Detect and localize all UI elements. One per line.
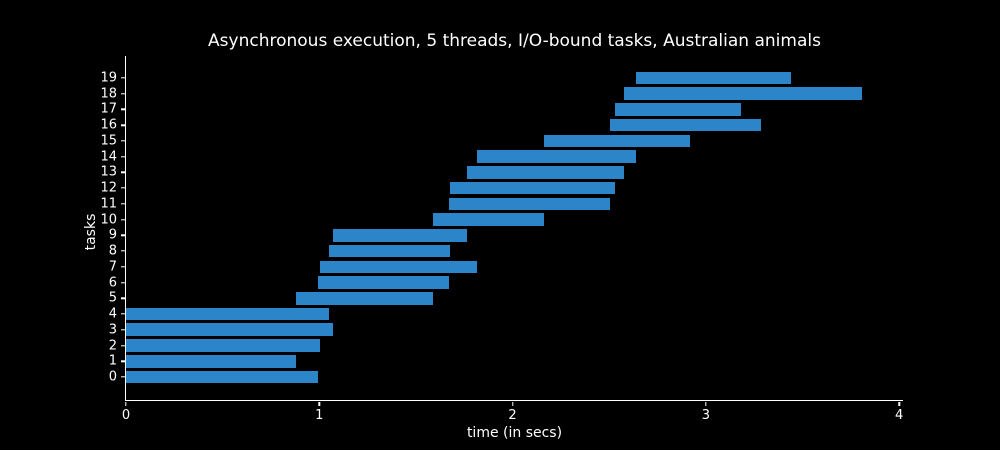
y-tick-mark — [120, 313, 125, 315]
task-bar — [432, 213, 544, 226]
y-tick-mark — [120, 171, 125, 174]
chart-title: Asynchronous execution, 5 threads, I/O-b… — [208, 31, 821, 51]
task-bar — [126, 307, 329, 321]
y-tick-mark — [120, 234, 125, 237]
y-tick-label: 10 — [100, 212, 117, 228]
y-tick-mark — [120, 92, 125, 95]
y-tick-mark — [120, 360, 125, 362]
task-bar — [636, 71, 792, 85]
y-tick-label: 6 — [108, 275, 117, 291]
y-tick-label: 14 — [100, 149, 117, 165]
y-tick-label: 17 — [100, 101, 117, 117]
task-bar — [609, 118, 761, 132]
y-tick-mark — [120, 77, 125, 79]
task-bar — [126, 323, 333, 337]
x-tick-mark — [705, 401, 707, 406]
task-bar — [126, 339, 321, 352]
x-tick-label: 2 — [508, 408, 517, 423]
y-tick-label: 18 — [100, 86, 117, 102]
y-tick-label: 2 — [108, 338, 117, 354]
y-tick-label: 19 — [100, 70, 117, 86]
y-tick-mark — [120, 344, 125, 347]
y-tick-mark — [120, 203, 125, 205]
task-bar — [126, 370, 319, 384]
y-axis-label: tasks — [83, 213, 99, 251]
task-bar — [332, 229, 467, 242]
y-tick-label: 3 — [108, 322, 117, 338]
y-tick-label: 8 — [108, 243, 117, 259]
y-tick-label: 0 — [108, 369, 117, 385]
y-tick-mark — [120, 281, 125, 284]
y-tick-label: 16 — [100, 117, 117, 133]
y-tick-mark — [120, 218, 125, 221]
x-tick-label: 3 — [701, 408, 710, 423]
task-bar — [450, 181, 616, 195]
y-tick-label: 4 — [108, 306, 117, 322]
x-tick-label: 1 — [315, 408, 324, 423]
task-bar — [477, 150, 637, 163]
y-tick-label: 9 — [108, 227, 117, 243]
x-tick-mark — [898, 401, 900, 406]
y-tick-label: 1 — [108, 353, 117, 369]
task-bar — [126, 354, 297, 368]
y-tick-mark — [120, 155, 125, 158]
y-tick-label: 7 — [108, 259, 117, 275]
y-tick-label: 11 — [100, 196, 117, 212]
plot-area: 0 1 2 3 4 5 6 7 8 9 10 11 12 13 14 15 16 17 18 19 0 1 2 3 4 — [100, 56, 903, 423]
y-tick-mark — [120, 376, 125, 378]
task-bar — [466, 166, 625, 179]
task-bar — [296, 291, 433, 305]
y-tick-mark — [120, 297, 125, 299]
x-tick-mark — [125, 401, 127, 406]
y-tick-label: 12 — [100, 180, 117, 196]
task-bar — [624, 87, 863, 100]
x-tick-mark — [318, 401, 320, 406]
task-bar — [615, 103, 742, 116]
x-tick-mark — [511, 401, 514, 406]
y-tick-mark — [120, 250, 125, 252]
y-tick-mark — [120, 140, 125, 142]
x-tick-label: 0 — [121, 408, 131, 423]
x-axis-label: time (in secs) — [466, 425, 563, 441]
task-bar — [320, 260, 478, 274]
y-tick-mark — [120, 124, 125, 126]
x-tick-label: 4 — [894, 408, 904, 423]
y-tick-label: 13 — [100, 164, 117, 180]
y-tick-mark — [120, 329, 125, 331]
y-tick-mark — [120, 266, 125, 268]
task-bar — [448, 197, 610, 211]
y-tick-label: 15 — [100, 133, 117, 149]
task-bar — [543, 134, 690, 148]
task-bar — [328, 244, 451, 258]
y-tick-mark — [120, 187, 125, 189]
y-tick-label: 5 — [108, 290, 117, 306]
y-tick-mark — [120, 108, 125, 111]
task-bar — [318, 276, 449, 289]
